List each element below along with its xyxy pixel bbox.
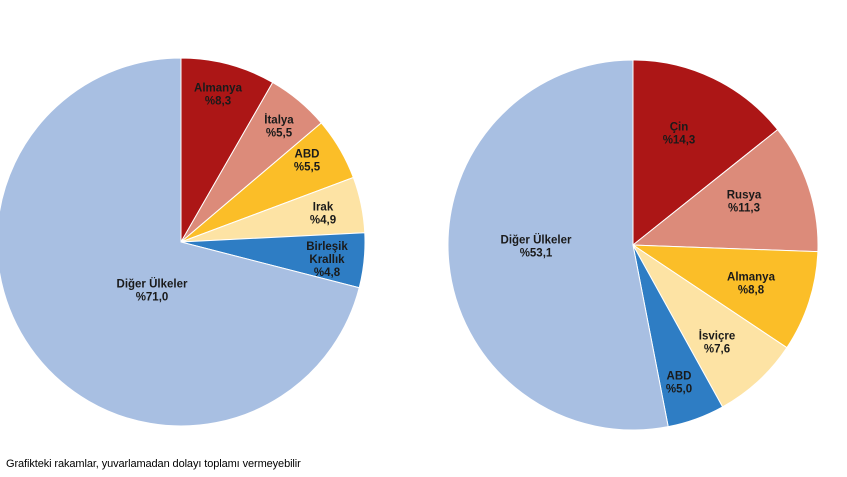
right-pie-label-abd: ABD %5,0: [666, 371, 692, 396]
left-pie-label-diger-ulkeler: Diğer Ülkeler %71,0: [117, 278, 188, 304]
left-pie-label-abd: ABD %5,5: [294, 149, 321, 174]
right-pie-label-rusya: Rusya %11,3: [727, 190, 762, 215]
left-pie-label-irak: Irak %4,9: [310, 202, 336, 227]
left-pie-label-almanya: Almanya %8,3: [194, 83, 243, 108]
right-pie-label-cin: Çin %14,3: [663, 122, 696, 147]
right-pie-slice-diger-ulkeler: [447, 59, 669, 431]
right-pie-slice-rusya: [631, 128, 819, 253]
right-pie-slice-almanya: [631, 244, 819, 349]
left-pie-slice-almanya: [180, 57, 274, 244]
right-pie-label-diger-ulkeler: Diğer Ülkeler %53,1: [501, 234, 572, 260]
left-pie-label-italya: İtalya %5,5: [264, 114, 294, 140]
right-pie-slice-cin: [632, 59, 779, 247]
left-pie-slice-diger-ulkeler: [0, 57, 360, 427]
left-pie-label-birlesik: Birleşik Krallık %4,8: [306, 241, 348, 279]
right-pie-label-isvicre: İsviçre %7,6: [699, 330, 735, 356]
right-pie-chart: Çin %14,3 Rusya %11,3 Almanya %8,8 İsviçre %7,6…: [447, 59, 819, 431]
footnote: Grafikteki rakamlar, yuvarlamadan dolayı…: [6, 458, 301, 470]
right-pie-label-almanya: Almanya %8,8: [727, 272, 776, 297]
